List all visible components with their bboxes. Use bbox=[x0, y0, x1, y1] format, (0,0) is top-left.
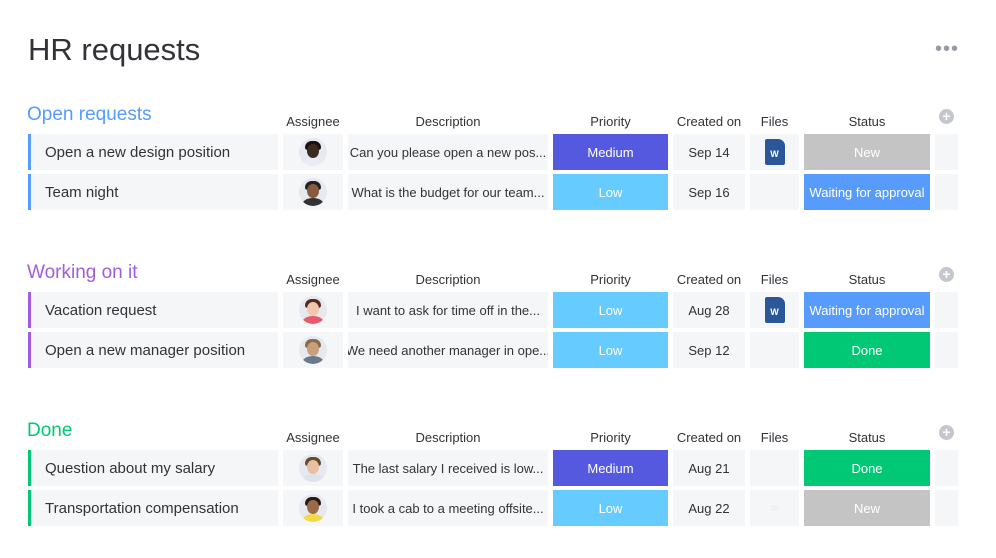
group-title[interactable]: Open requests bbox=[27, 104, 152, 125]
word-file-icon[interactable]: W bbox=[764, 139, 785, 165]
item-name[interactable]: Team night bbox=[28, 174, 278, 210]
header-assignee: Assignee bbox=[286, 430, 340, 445]
extra-cell bbox=[935, 134, 958, 170]
created-on-cell[interactable]: Aug 22 bbox=[673, 490, 745, 526]
status-badge[interactable]: Done bbox=[804, 332, 930, 368]
status-badge[interactable]: Waiting for approval bbox=[804, 292, 930, 328]
header-priority: Priority bbox=[590, 430, 631, 445]
files-cell[interactable]: w bbox=[750, 490, 799, 526]
add-column-icon[interactable]: + bbox=[939, 109, 954, 124]
header-status: Status bbox=[848, 114, 886, 129]
description-cell[interactable]: What is the budget for our team... bbox=[348, 174, 548, 210]
add-column-icon[interactable]: + bbox=[939, 425, 954, 440]
page-title: HR requests bbox=[28, 32, 201, 67]
header-priority: Priority bbox=[590, 114, 631, 129]
files-cell[interactable]: W bbox=[750, 292, 799, 328]
assignee-cell[interactable] bbox=[283, 292, 343, 328]
files-cell[interactable] bbox=[750, 332, 799, 368]
header-priority: Priority bbox=[590, 272, 631, 287]
word-file-icon[interactable]: W bbox=[764, 297, 785, 323]
file-placeholder: w bbox=[770, 502, 779, 514]
avatar bbox=[299, 178, 327, 206]
more-dots-icon[interactable]: ••• bbox=[935, 38, 960, 60]
avatar bbox=[299, 494, 327, 522]
table-row: Open a new design position Can you pleas… bbox=[0, 134, 996, 170]
item-name[interactable]: Open a new design position bbox=[28, 134, 278, 170]
assignee-cell[interactable] bbox=[283, 332, 343, 368]
add-column-icon[interactable]: + bbox=[939, 267, 954, 282]
header-files: Files bbox=[760, 272, 789, 287]
status-badge[interactable]: Waiting for approval bbox=[804, 174, 930, 210]
header-created-on: Created on bbox=[676, 430, 742, 445]
avatar bbox=[299, 336, 327, 364]
group-title[interactable]: Done bbox=[27, 420, 73, 441]
header-status: Status bbox=[848, 430, 886, 445]
priority-badge[interactable]: Medium bbox=[553, 450, 668, 486]
description-cell[interactable]: The last salary I received is low... bbox=[348, 450, 548, 486]
created-on-cell[interactable]: Sep 16 bbox=[673, 174, 745, 210]
extra-cell bbox=[935, 490, 958, 526]
table-row: Vacation request I want to ask for time … bbox=[0, 292, 996, 328]
header-status: Status bbox=[848, 272, 886, 287]
description-cell[interactable]: I want to ask for time off in the... bbox=[348, 292, 548, 328]
extra-cell bbox=[935, 332, 958, 368]
header-created-on: Created on bbox=[676, 114, 742, 129]
created-on-cell[interactable]: Aug 28 bbox=[673, 292, 745, 328]
assignee-cell[interactable] bbox=[283, 134, 343, 170]
files-cell[interactable]: W bbox=[750, 134, 799, 170]
files-cell[interactable] bbox=[750, 450, 799, 486]
header-description: Description bbox=[415, 272, 481, 287]
table-row: Team night What is the budget for our te… bbox=[0, 174, 996, 210]
group-title[interactable]: Working on it bbox=[27, 262, 138, 283]
created-on-cell[interactable]: Sep 12 bbox=[673, 332, 745, 368]
item-name[interactable]: Vacation request bbox=[28, 292, 278, 328]
header-assignee: Assignee bbox=[286, 272, 340, 287]
priority-badge[interactable]: Low bbox=[553, 490, 668, 526]
assignee-cell[interactable] bbox=[283, 450, 343, 486]
header-assignee: Assignee bbox=[286, 114, 340, 129]
header-description: Description bbox=[415, 114, 481, 129]
table-row: Question about my salary The last salary… bbox=[0, 450, 996, 486]
status-badge[interactable]: Done bbox=[804, 450, 930, 486]
created-on-cell[interactable]: Sep 14 bbox=[673, 134, 745, 170]
table-row: Open a new manager position We need anot… bbox=[0, 332, 996, 368]
priority-badge[interactable]: Low bbox=[553, 292, 668, 328]
avatar bbox=[299, 296, 327, 324]
priority-badge[interactable]: Low bbox=[553, 174, 668, 210]
extra-cell bbox=[935, 292, 958, 328]
assignee-cell[interactable] bbox=[283, 174, 343, 210]
priority-badge[interactable]: Low bbox=[553, 332, 668, 368]
item-name[interactable]: Open a new manager position bbox=[28, 332, 278, 368]
header-created-on: Created on bbox=[676, 272, 742, 287]
header-files: Files bbox=[760, 430, 789, 445]
table-row: Transportation compensation I took a cab… bbox=[0, 490, 996, 526]
extra-cell bbox=[935, 450, 958, 486]
status-badge[interactable]: New bbox=[804, 134, 930, 170]
header-description: Description bbox=[415, 430, 481, 445]
item-name[interactable]: Question about my salary bbox=[28, 450, 278, 486]
extra-cell bbox=[935, 174, 958, 210]
item-name[interactable]: Transportation compensation bbox=[28, 490, 278, 526]
header-files: Files bbox=[760, 114, 789, 129]
description-cell[interactable]: We need another manager in ope... bbox=[348, 332, 548, 368]
description-cell[interactable]: Can you please open a new pos... bbox=[348, 134, 548, 170]
assignee-cell[interactable] bbox=[283, 490, 343, 526]
avatar bbox=[299, 454, 327, 482]
description-cell[interactable]: I took a cab to a meeting offsite... bbox=[348, 490, 548, 526]
files-cell[interactable] bbox=[750, 174, 799, 210]
created-on-cell[interactable]: Aug 21 bbox=[673, 450, 745, 486]
avatar bbox=[299, 138, 327, 166]
status-badge[interactable]: New bbox=[804, 490, 930, 526]
priority-badge[interactable]: Medium bbox=[553, 134, 668, 170]
